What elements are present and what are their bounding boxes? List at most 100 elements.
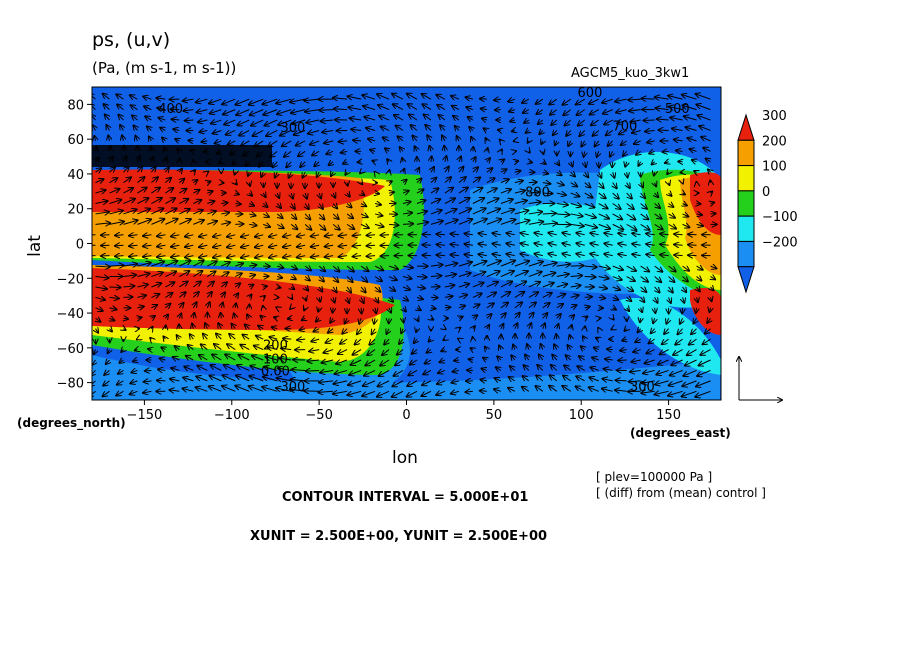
wind-vector xyxy=(542,213,556,214)
wind-vector xyxy=(341,151,348,152)
wind-vector xyxy=(682,380,697,386)
wind-vector xyxy=(123,177,131,184)
wind-vector xyxy=(329,162,334,165)
wind-vector xyxy=(646,244,655,245)
wind-vector xyxy=(106,360,110,364)
wind-vector xyxy=(224,119,236,125)
wind-vector xyxy=(655,308,656,313)
wind-vector xyxy=(616,380,627,381)
wind-vector xyxy=(542,273,556,277)
wind-vector xyxy=(630,370,641,371)
wind-vector xyxy=(459,328,460,329)
wind-vector xyxy=(235,183,237,185)
wind-vector xyxy=(320,370,334,372)
wind-vector xyxy=(682,224,690,227)
wind-vector xyxy=(238,355,250,361)
wind-vector xyxy=(347,183,348,186)
wind-vector xyxy=(577,366,585,370)
wind-vector xyxy=(598,287,607,288)
wind-vector xyxy=(651,329,655,334)
wind-vector xyxy=(201,344,208,350)
wind-vector xyxy=(229,334,236,340)
wind-vector xyxy=(395,359,404,365)
wind-vector xyxy=(417,318,418,321)
wind-vector xyxy=(641,183,643,188)
wind-vector xyxy=(556,193,566,195)
wind-vector xyxy=(277,287,280,288)
wind-vector xyxy=(506,233,515,235)
wind-vector xyxy=(444,146,445,152)
wind-vector xyxy=(654,276,662,283)
wind-vector xyxy=(94,136,95,141)
wind-vector xyxy=(478,244,487,246)
wind-vector xyxy=(377,390,390,396)
wind-vector xyxy=(253,130,264,136)
wind-vector xyxy=(648,339,655,343)
wind-vector xyxy=(290,266,297,269)
wind-vector xyxy=(332,223,340,229)
wind-vector xyxy=(570,183,577,187)
wind-vector xyxy=(556,214,570,215)
x-tick-label: −100 xyxy=(214,408,250,423)
wind-vector xyxy=(694,171,696,172)
wind-vector xyxy=(268,140,278,147)
wind-vector xyxy=(674,139,683,140)
wind-vector xyxy=(362,390,376,396)
wind-vector xyxy=(472,219,487,225)
wind-vector xyxy=(151,208,163,215)
wind-vector xyxy=(626,265,636,271)
wind-vector xyxy=(95,201,107,204)
wind-vector xyxy=(408,370,418,375)
wind-vector xyxy=(340,339,348,344)
dense-vector-band xyxy=(92,145,272,167)
wind-vector xyxy=(367,245,376,246)
wind-vector xyxy=(480,380,487,381)
wind-vector xyxy=(570,214,583,216)
wind-vector xyxy=(130,391,138,394)
wind-vector xyxy=(209,376,222,382)
wind-vector xyxy=(297,245,306,247)
wind-vector xyxy=(165,315,168,319)
wind-vector xyxy=(305,287,308,291)
wind-vector xyxy=(567,345,570,349)
wind-vector xyxy=(297,339,306,340)
wind-vector xyxy=(186,356,194,360)
wind-vector xyxy=(303,172,306,177)
wind-vector xyxy=(598,213,609,219)
wind-vector xyxy=(254,346,264,350)
wind-vector xyxy=(425,360,432,364)
wind-vector xyxy=(487,158,490,162)
wind-vector xyxy=(360,224,369,228)
wind-vector xyxy=(440,125,445,130)
wind-vector xyxy=(131,370,138,372)
wind-vector xyxy=(237,365,250,371)
wind-vector xyxy=(459,317,463,319)
wind-vector xyxy=(626,277,635,281)
wind-vector xyxy=(705,329,711,334)
wind-vector xyxy=(641,391,655,393)
wind-vector xyxy=(352,349,362,355)
wind-vector xyxy=(378,380,390,387)
wind-vector xyxy=(430,210,442,214)
wind-vector xyxy=(425,125,432,131)
wind-vector xyxy=(116,391,124,395)
wind-vector xyxy=(151,294,159,297)
wind-vector xyxy=(339,256,348,257)
wind-vector xyxy=(331,172,333,176)
wind-vector xyxy=(184,367,194,371)
wind-vector xyxy=(443,339,445,340)
wind-vector xyxy=(513,345,515,350)
wind-vector xyxy=(109,221,123,224)
wind-vector xyxy=(511,355,515,360)
wind-vector xyxy=(636,151,641,155)
wind-vector xyxy=(562,233,571,235)
wind-vector xyxy=(458,306,465,308)
wind-vector xyxy=(653,318,655,323)
wind-vector xyxy=(631,360,641,362)
wind-vector xyxy=(640,223,650,230)
wind-vector xyxy=(458,208,471,215)
wind-vector xyxy=(143,391,152,393)
wind-vector xyxy=(165,219,177,225)
wind-vector xyxy=(209,386,222,392)
wind-vector xyxy=(430,221,443,225)
